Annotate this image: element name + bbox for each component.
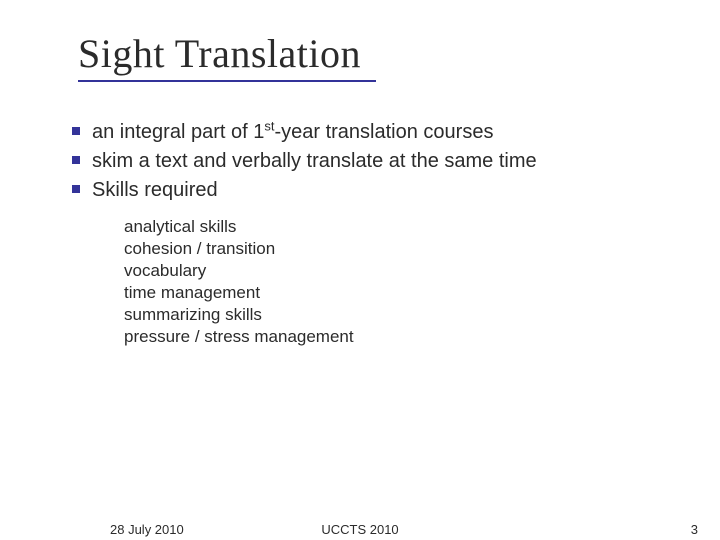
slide-title: Sight Translation [78,30,361,77]
title-underline [78,80,376,82]
footer-center: UCCTS 2010 [0,522,720,537]
bullet-text: an integral part of 1st-year translation… [92,120,493,145]
square-bullet-icon [72,156,80,164]
title-block: Sight Translation [78,30,361,77]
sub-bullet-item: cohesion / transition [124,239,672,259]
bullet-text: skim a text and verbally translate at th… [92,149,537,174]
sub-bullet-item: pressure / stress management [124,327,672,347]
square-bullet-icon [72,127,80,135]
bullet-item: skim a text and verbally translate at th… [72,149,672,174]
sub-bullet-item: summarizing skills [124,305,672,325]
bullet-list: an integral part of 1st-year translation… [72,120,672,203]
sub-bullet-item: time management [124,283,672,303]
footer-page: 3 [691,522,698,537]
sub-bullet-item: analytical skills [124,217,672,237]
bullet-item: an integral part of 1st-year translation… [72,120,672,145]
square-bullet-icon [72,185,80,193]
slide-body: an integral part of 1st-year translation… [72,120,672,349]
bullet-text: Skills required [92,178,218,203]
sub-bullet-item: vocabulary [124,261,672,281]
bullet-item: Skills required [72,178,672,203]
sub-bullet-list: analytical skillscohesion / transitionvo… [124,217,672,347]
